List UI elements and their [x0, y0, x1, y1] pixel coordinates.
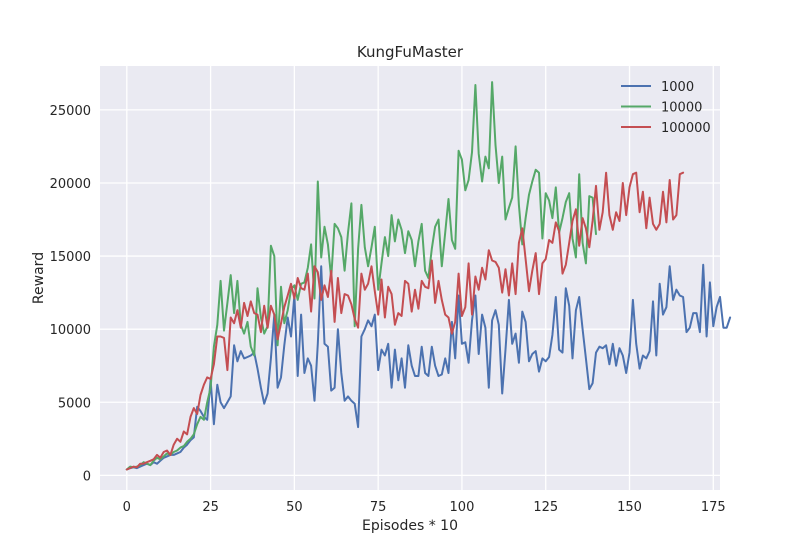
x-tick-label: 25 — [202, 500, 219, 515]
tick-labels: 0 25 50 75 100 125 150 175 0 5000 10000 15000 20000 2… — [50, 104, 726, 515]
x-axis-title: Episodes * 10 — [362, 518, 458, 534]
series-line-1000 — [125, 263, 732, 471]
gridlines — [100, 66, 720, 490]
plot-area — [100, 66, 720, 490]
legend: 1000 10000 100000 — [621, 80, 711, 136]
y-tick-label: 5000 — [58, 396, 91, 411]
x-tick-label: 175 — [701, 500, 726, 515]
legend-label: 10000 — [661, 101, 702, 116]
chart-title: KungFuMaster — [357, 43, 464, 61]
y-axis-title: Reward — [31, 252, 47, 304]
x-tick-label: 150 — [617, 500, 642, 515]
legend-label: 100000 — [661, 121, 711, 136]
series-lines — [125, 81, 732, 471]
y-tick-label: 10000 — [50, 323, 91, 338]
series-line-100000 — [125, 171, 685, 471]
x-tick-label: 75 — [370, 500, 387, 515]
series-line-10000 — [125, 81, 597, 471]
legend-label: 1000 — [661, 80, 694, 95]
x-tick-label: 50 — [286, 500, 303, 515]
x-tick-label: 125 — [533, 500, 558, 515]
y-tick-label: 0 — [83, 469, 91, 484]
x-tick-label: 0 — [123, 500, 131, 515]
x-tick-label: 100 — [450, 500, 475, 515]
y-tick-label: 25000 — [50, 104, 91, 119]
y-tick-label: 15000 — [50, 250, 91, 265]
y-tick-label: 20000 — [50, 177, 91, 192]
